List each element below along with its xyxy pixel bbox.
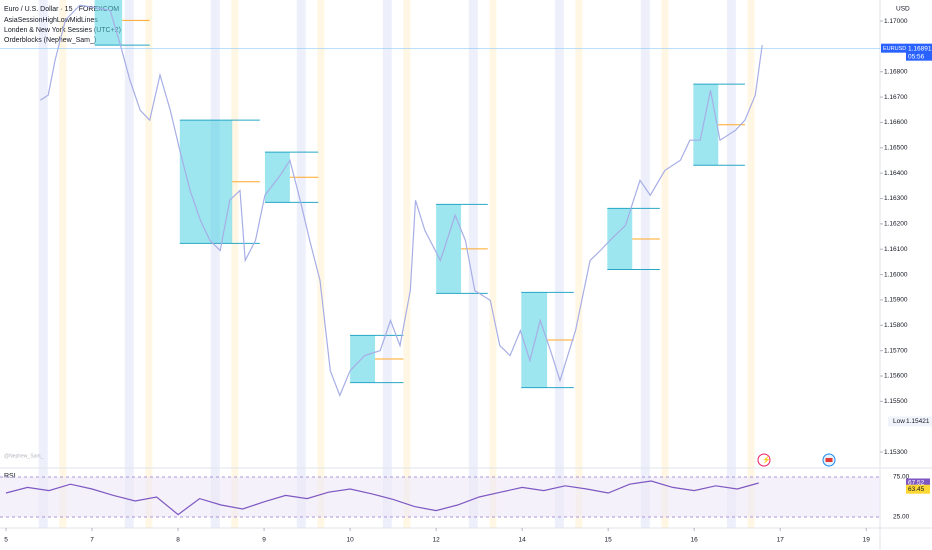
price-line — [40, 4, 763, 398]
x-tick-label: 15 — [605, 537, 613, 544]
x-tick-label: 17 — [777, 537, 785, 544]
main-pane — [0, 0, 880, 398]
rsi-band — [0, 477, 880, 517]
asia-session — [124, 0, 134, 528]
y-tick-label: 1.16000 — [884, 271, 908, 278]
y-tick-label: 1.16800 — [884, 68, 908, 75]
asia-session — [468, 0, 478, 528]
session-bands — [38, 0, 755, 528]
y-tick-label: 1.15500 — [884, 398, 908, 405]
y-tick-label: 1.16600 — [884, 119, 908, 126]
y-tick-label: 1.17000 — [884, 18, 908, 25]
x-tick-label: 16 — [691, 537, 699, 544]
y-tick-label: 1.15900 — [884, 297, 908, 304]
y-tick-label: 1.16400 — [884, 170, 908, 177]
x-tick-label: 12 — [433, 537, 441, 544]
event-icon[interactable] — [822, 453, 836, 467]
watermark: @Nephew_Sam_ — [4, 453, 43, 459]
asia-session — [38, 0, 48, 528]
asia-session — [382, 0, 392, 528]
rsi-title: RSI — [4, 473, 16, 480]
ma-tag — [906, 484, 930, 494]
indicator-label: AsiaSessionHighLowMidLines — [4, 17, 98, 24]
indicator-label: Orderblocks (Nephew_Sam_) — [4, 37, 96, 44]
y-tick-label: 25.00 — [893, 514, 910, 521]
symbol-title: Euro / U.S. Dollar · 15 · FOREXCOM — [4, 6, 119, 13]
currency-label: USD — [896, 6, 910, 13]
x-tick-label: 7 — [90, 537, 94, 544]
ma-last-label: 63.45 — [908, 486, 925, 493]
asia-session — [296, 0, 306, 528]
price-line — [5, 480, 759, 516]
london-session — [231, 0, 239, 528]
x-tick-label: 14 — [519, 537, 527, 544]
last-price-label: 1.16891 — [908, 45, 932, 52]
low-label: Low — [893, 418, 905, 425]
y-tick-label: 1.16100 — [884, 246, 908, 253]
symbol-tag — [881, 43, 906, 53]
order-block — [179, 120, 233, 244]
y-tick-label: 75.00 — [893, 474, 910, 481]
london-session — [317, 0, 325, 528]
london-session — [489, 0, 497, 528]
y-tick-label: 1.15600 — [884, 373, 908, 380]
y-tick-label: 1.16700 — [884, 94, 908, 101]
svg-text:⚡: ⚡ — [762, 455, 771, 464]
x-tick-label: 9 — [262, 537, 266, 544]
low-tag-bg — [888, 416, 932, 427]
london-session — [403, 0, 411, 528]
london-session — [145, 0, 153, 528]
y-tick-label: 1.16200 — [884, 221, 908, 228]
rsi-last-label: 67.52 — [908, 480, 925, 487]
y-tick-label: 1.15800 — [884, 322, 908, 329]
london-session — [59, 0, 67, 528]
order-block — [94, 0, 123, 46]
order-block — [521, 292, 548, 388]
y-tick-label: 1.16300 — [884, 195, 908, 202]
price-tag — [906, 43, 932, 61]
rsi-tag — [906, 478, 930, 488]
y-tick-label: 1.16500 — [884, 145, 908, 152]
order-block — [350, 335, 376, 383]
x-tick-label: 19 — [863, 537, 871, 544]
symbol-label: EURUSD — [883, 46, 906, 52]
asia-session — [726, 0, 736, 528]
event-icon[interactable]: ⚡ — [757, 453, 771, 467]
y-tick-label: 1.15300 — [884, 449, 908, 456]
y-tick-label: 1.15700 — [884, 347, 908, 354]
low-value: 1.15421 — [906, 418, 930, 425]
order-block — [436, 204, 462, 294]
london-session — [747, 0, 755, 528]
x-tick-label: 10 — [346, 537, 354, 544]
x-tick-label: 8 — [176, 537, 180, 544]
x-tick-label: 5 — [4, 537, 8, 544]
order-block — [264, 152, 290, 203]
london-session — [661, 0, 669, 528]
asia-session — [554, 0, 564, 528]
order-block — [693, 84, 719, 166]
asia-session — [210, 0, 220, 528]
london-session — [575, 0, 583, 528]
rsi-pane — [0, 476, 880, 518]
asia-session — [640, 0, 650, 528]
countdown-label: 05:56 — [908, 53, 925, 60]
